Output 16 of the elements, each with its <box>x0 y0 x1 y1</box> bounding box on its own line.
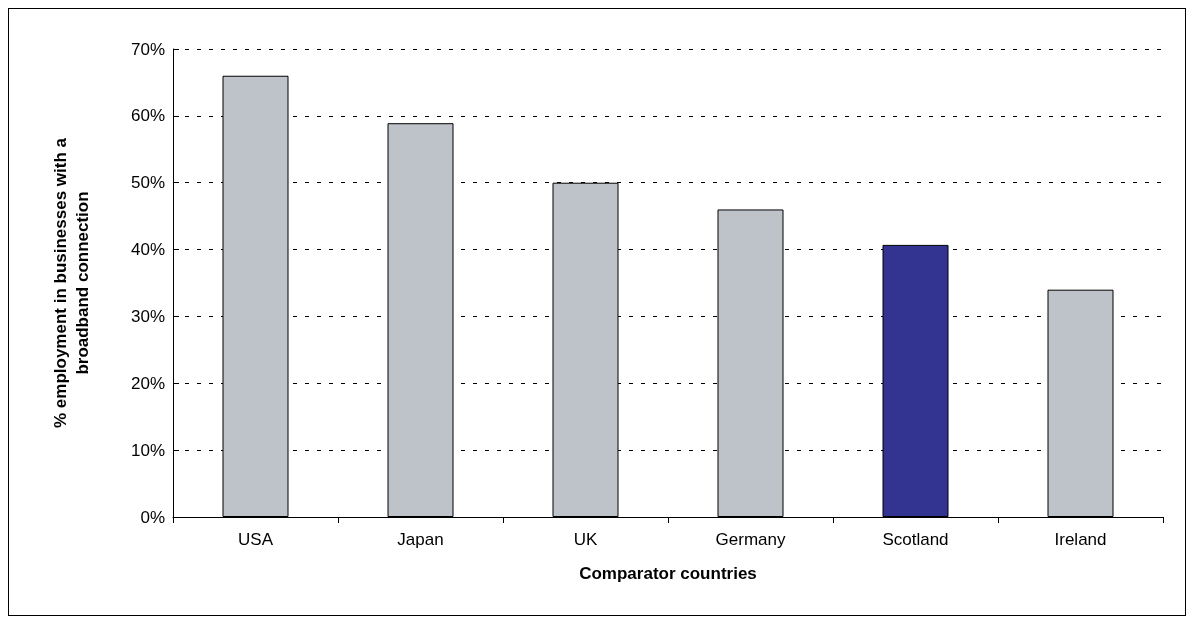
y-tick-label: 0% <box>140 507 165 527</box>
x-axis-title: Comparator countries <box>579 564 757 583</box>
x-tick-label: Ireland <box>1054 530 1107 549</box>
x-tick-label: Japan <box>397 530 444 549</box>
y-tick-label: 40% <box>130 240 165 260</box>
x-tick-label: UK <box>573 530 598 549</box>
y-tick-label: 20% <box>130 373 165 393</box>
y-tick-label: 30% <box>130 306 165 326</box>
x-tick-label: USA <box>238 530 274 549</box>
x-tick-label: Germany <box>715 530 786 549</box>
y-tick-label: 60% <box>130 106 165 126</box>
y-tick-label: 70% <box>130 39 165 59</box>
x-tick-label: Scotland <box>882 530 949 549</box>
y-tick-label: 10% <box>130 440 165 460</box>
y-axis-title: % employment in businesses with a broadband connection <box>50 137 92 429</box>
y-tick-label: 50% <box>130 173 165 193</box>
